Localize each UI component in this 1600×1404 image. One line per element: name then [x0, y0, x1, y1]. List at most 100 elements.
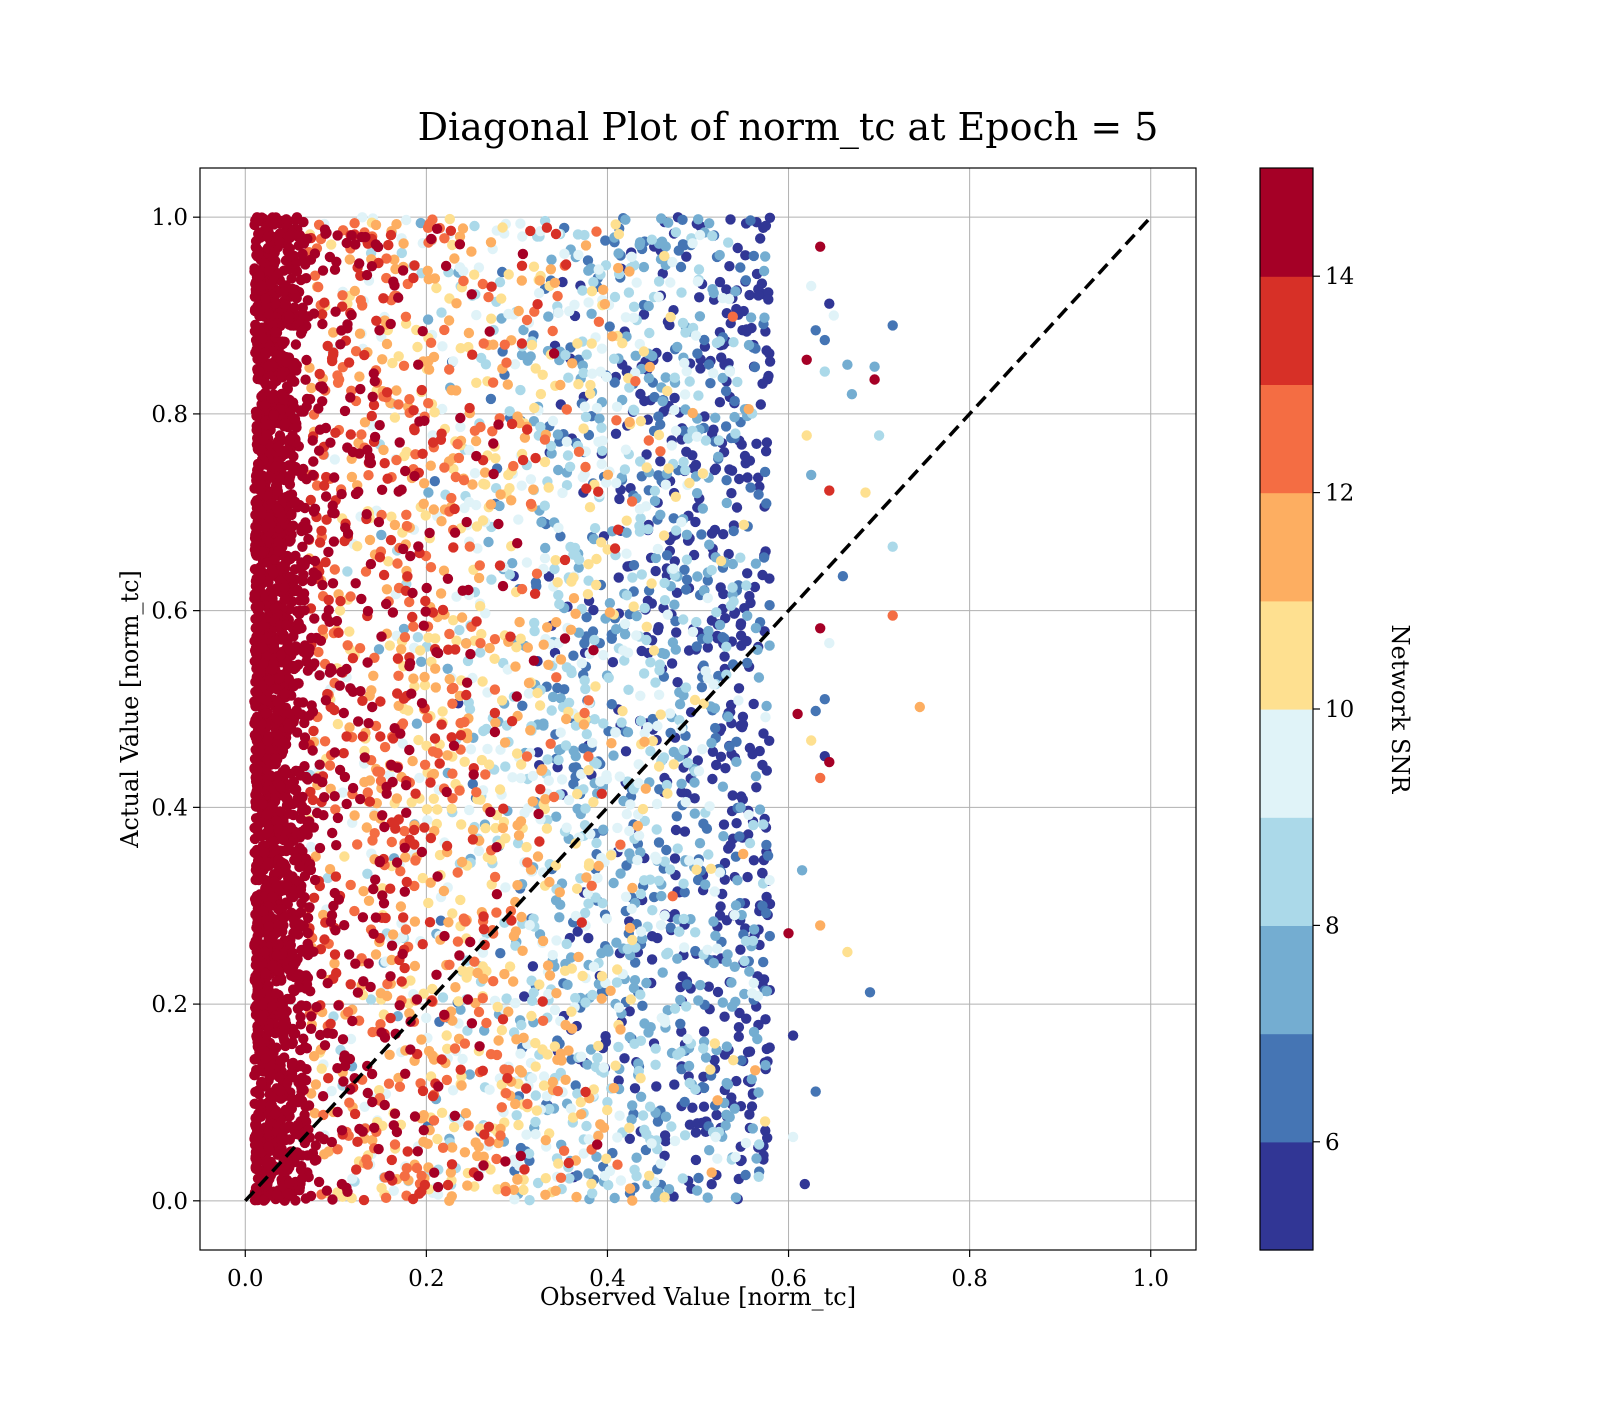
- scatter-point-2398: [627, 883, 637, 893]
- scatter-point-3072: [507, 716, 517, 726]
- scatter-point-714: [734, 831, 744, 841]
- scatter-point-1249: [748, 820, 758, 830]
- scatter-point-3443: [308, 456, 318, 466]
- scatter-point-3895: [400, 466, 410, 476]
- scatter-point-3870: [318, 810, 328, 820]
- scatter-point-2789: [591, 226, 601, 236]
- scatter-point-1453: [663, 948, 673, 958]
- scatter-point-2015: [335, 605, 345, 615]
- scatter-point-854: [672, 342, 682, 352]
- scatter-point-810: [657, 396, 667, 406]
- scatter-point-4774: [387, 941, 397, 951]
- scatter-point-1315: [727, 582, 737, 592]
- scatter-point-3133: [450, 644, 460, 654]
- scatter-point-2082: [512, 748, 522, 758]
- scatter-point-2397: [560, 1020, 570, 1030]
- scatter-point-1404: [512, 1110, 522, 1120]
- scatter-point-2705: [401, 924, 411, 934]
- scatter-point-2654: [447, 769, 457, 779]
- scatter-point-1722: [592, 403, 602, 413]
- scatter-point-2076: [684, 478, 694, 488]
- scatter-point-1107: [726, 977, 736, 987]
- scatter-point-3182: [390, 1109, 400, 1119]
- scatter-point-1951: [611, 219, 621, 229]
- scatter-point-2158: [429, 794, 439, 804]
- scatter-point-2656: [471, 787, 481, 797]
- scatter-point-2307: [461, 1108, 471, 1118]
- scatter-point-3096: [436, 719, 446, 729]
- scatter-point-4526: [315, 425, 325, 435]
- scatter-point-1623: [710, 886, 720, 896]
- scatter-point-882: [698, 503, 708, 513]
- scatter-point-1550: [565, 542, 575, 552]
- scatter-point-1555: [627, 572, 637, 582]
- scatter-point-2075: [413, 735, 423, 745]
- scatter-point-2968: [517, 338, 527, 348]
- scatter-point-3301: [512, 538, 522, 548]
- scatter-point-1441: [635, 526, 645, 536]
- scatter-point-528: [721, 386, 731, 396]
- scatter-point-3095: [613, 525, 623, 535]
- scatter-point-2676: [401, 312, 411, 322]
- scatter-point-4437: [426, 234, 436, 244]
- scatter-point-1251: [645, 1102, 655, 1112]
- scatter-point-2459: [633, 821, 643, 831]
- scatter-point-1717: [725, 367, 735, 377]
- scatter-point-557: [605, 321, 615, 331]
- scatter-point-2266: [602, 1105, 612, 1115]
- scatter-point-1914: [530, 1129, 540, 1139]
- scatter-point-87: [720, 763, 730, 773]
- scatter-point-2436: [449, 253, 459, 263]
- scatter-point-1220: [673, 843, 683, 853]
- scatter-point-3167: [344, 357, 354, 367]
- scatter-point-2755: [551, 672, 561, 682]
- scatter-point-2528: [485, 643, 495, 653]
- scatter-point-3677: [355, 384, 365, 394]
- scatter-point-626: [629, 560, 639, 570]
- scatter-point-2450: [392, 793, 402, 803]
- scatter-point-256: [621, 746, 631, 756]
- scatter-point-3153: [430, 733, 440, 743]
- scatter-point-2463: [567, 358, 577, 368]
- scatter-point-737: [559, 684, 569, 694]
- scatter-point-2853: [367, 835, 377, 845]
- scatter-point-2121: [475, 601, 485, 611]
- scatter-point-4956: [471, 451, 481, 461]
- scatter-point-2259: [457, 965, 467, 975]
- scatter-point-2934: [387, 837, 397, 847]
- scatter-point-4966: [307, 700, 317, 710]
- scatter-point-765: [600, 235, 610, 245]
- scatter-point-2353: [365, 535, 375, 545]
- scatter-point-3485: [414, 416, 424, 426]
- scatter-point-2267: [513, 1120, 523, 1130]
- scatter-point-1925: [464, 497, 474, 507]
- scatter-point-861: [749, 924, 759, 934]
- scatter-point-4857: [342, 323, 352, 333]
- scatter-point-356: [614, 494, 624, 504]
- scatter-point-834: [729, 412, 739, 422]
- scatter-point-2164: [612, 964, 622, 974]
- scatter-point-4644: [301, 474, 311, 484]
- scatter-point-1381: [698, 1043, 708, 1053]
- scatter-point-2985: [484, 1122, 494, 1132]
- scatter-point-3070: [341, 731, 351, 741]
- scatter-point-251: [728, 790, 738, 800]
- scatter-point-2687: [395, 1082, 405, 1092]
- scatter-point-3023: [408, 1194, 418, 1204]
- scatter-point-509: [661, 845, 671, 855]
- scatter-point-2511: [364, 896, 374, 906]
- scatter-point-1999: [617, 706, 627, 716]
- scatter-point-833: [672, 954, 682, 964]
- scatter-point-2986: [449, 504, 459, 514]
- scatter-point-2261: [455, 895, 465, 905]
- scatter-point-1308: [645, 657, 655, 667]
- scatter-point-841: [761, 701, 771, 711]
- scatter-point-1886: [517, 481, 527, 491]
- scatter-point-2539: [344, 722, 354, 732]
- scatter-point-2787: [490, 684, 500, 694]
- scatter-point-1318: [748, 936, 758, 946]
- scatter-point-2509: [345, 254, 355, 264]
- scatter-point-1066: [650, 1192, 660, 1202]
- scatter-point-2038: [344, 626, 354, 636]
- scatter-point-2607: [439, 886, 449, 896]
